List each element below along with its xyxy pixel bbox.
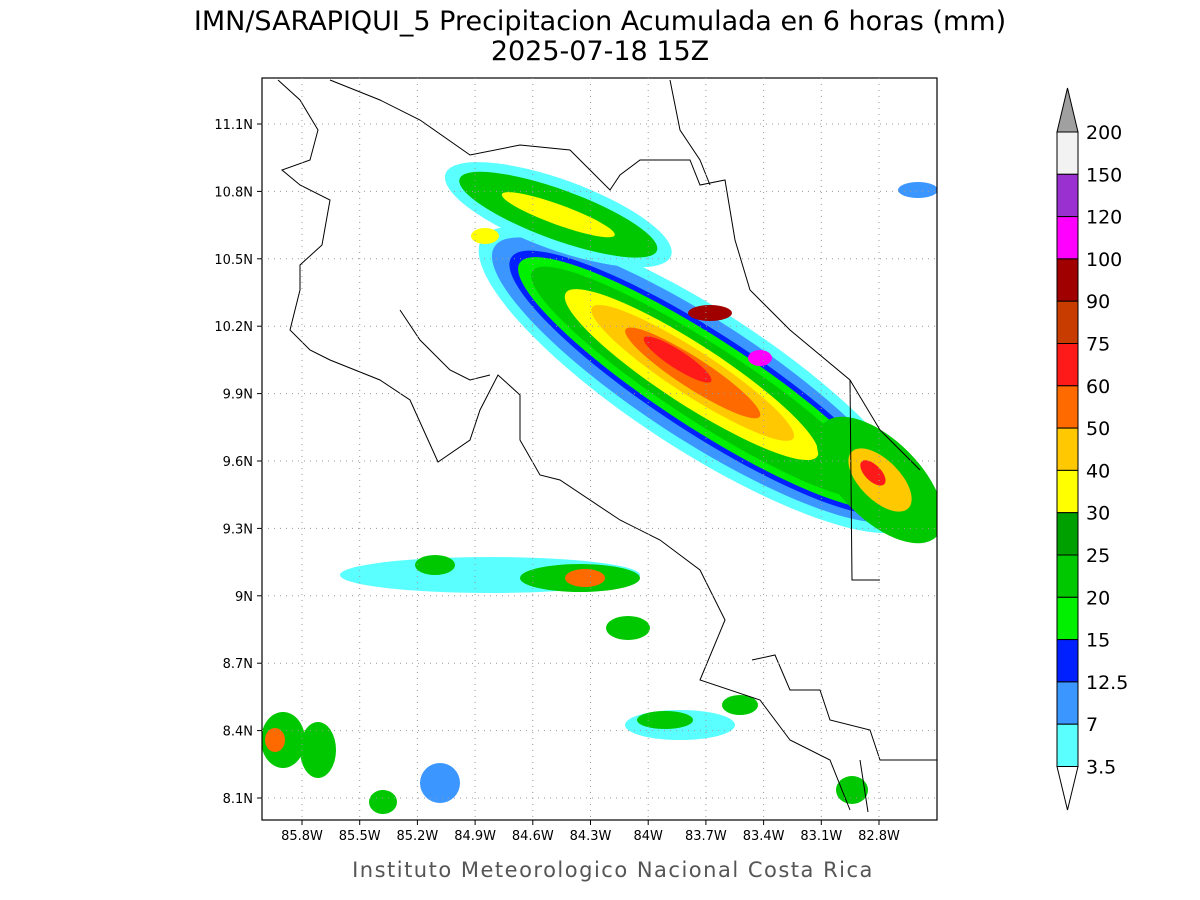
colorbar-over	[1056, 87, 1079, 133]
precip-field	[262, 79, 937, 814]
colorbar-label: 90	[1086, 291, 1110, 313]
colorbar-label: 3.5	[1086, 757, 1116, 779]
footer: Instituto Meteorologico Nacional Costa R…	[352, 858, 874, 882]
lon-label: 85.5W	[339, 829, 381, 844]
colorbar-label: 25	[1086, 545, 1110, 567]
colorbar-box	[1056, 427, 1079, 471]
colorbar-label: 50	[1086, 418, 1110, 440]
colorbar-label: 75	[1086, 334, 1110, 356]
colorbar-label: 7	[1086, 714, 1098, 736]
colorbar-box	[1056, 131, 1079, 175]
colorbar-box	[1056, 343, 1079, 387]
lat-label: 10.2N	[214, 320, 253, 335]
colorbar-label: 200	[1086, 122, 1122, 144]
colorbar-box	[1056, 512, 1079, 556]
lat-label: 10.5N	[214, 253, 253, 268]
colorbar-label: 120	[1086, 207, 1122, 229]
lat-label: 9.6N	[223, 455, 253, 470]
colorbar-label: 40	[1086, 460, 1110, 482]
colorbar-label: 150	[1086, 164, 1122, 186]
colorbar-label: 60	[1086, 376, 1110, 398]
lat-label: 9.3N	[223, 522, 253, 537]
colorbar-label: 15	[1086, 630, 1110, 652]
lon-label: 83.7W	[685, 829, 727, 844]
title: IMN/SARAPIQUI_5 Precipitacion Acumulada …	[194, 6, 1006, 37]
lon-label: 84.6W	[512, 829, 554, 844]
colorbar-box	[1056, 681, 1079, 725]
lat-label: 8.4N	[223, 725, 253, 740]
colorbar-label: 100	[1086, 249, 1122, 271]
lat-label: 8.1N	[223, 792, 253, 807]
colorbar-box	[1056, 469, 1079, 514]
lon-label: 84.3W	[570, 829, 612, 844]
lat-label: 9.9N	[223, 388, 253, 403]
lon-label: 85.8W	[281, 829, 323, 844]
map-frame	[261, 77, 938, 821]
lon-label: 83.4W	[743, 829, 785, 844]
lon-label: 83.1W	[800, 829, 842, 844]
colorbar-box	[1056, 639, 1079, 683]
lon-label: 85.2W	[396, 829, 438, 844]
lat-label: 11.1N	[214, 118, 253, 133]
subtitle: 2025-07-18 15Z	[491, 36, 709, 67]
lat-label: 8.7N	[223, 657, 253, 672]
colorbar-box	[1056, 173, 1079, 218]
colorbar-box	[1056, 385, 1079, 429]
colorbar-label: 12.5	[1086, 672, 1128, 694]
lat-label: 9N	[235, 590, 253, 605]
colorbar-box	[1056, 258, 1079, 302]
colorbar-box	[1056, 554, 1079, 598]
colorbar-box	[1056, 216, 1079, 260]
lat-label: 10.8N	[214, 185, 253, 200]
colorbar-box	[1056, 723, 1079, 768]
lon-label: 82.8W	[858, 829, 900, 844]
colorbar-box	[1056, 596, 1079, 641]
lon-label: 84W	[633, 829, 663, 844]
colorbar-box	[1056, 300, 1079, 345]
lon-label: 84.9W	[454, 829, 496, 844]
coastline	[277, 79, 937, 813]
colorbar-under	[1056, 766, 1079, 811]
colorbar-label: 20	[1086, 587, 1110, 609]
colorbar-label: 30	[1086, 503, 1110, 525]
